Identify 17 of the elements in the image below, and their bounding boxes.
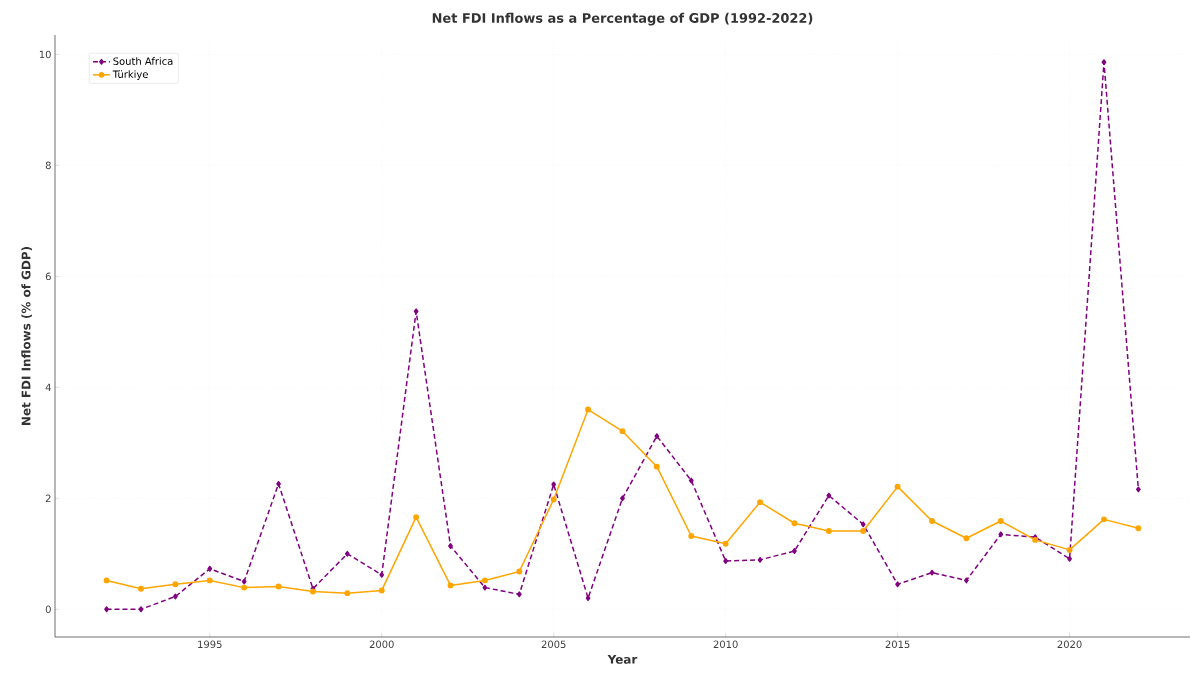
legend-label: South Africa: [113, 57, 173, 65]
y-axis-title: Net FDI Inflows (% of GDP): [21, 246, 32, 425]
legend-label: Türkiye: [112, 70, 148, 80]
x-axis-title: Year: [607, 654, 638, 664]
x-tick-label: 1995: [198, 640, 222, 649]
y-tick-label: 2: [45, 494, 51, 502]
y-tick-label: 0: [45, 605, 51, 614]
y-tick-label: 4: [45, 383, 51, 391]
x-tick-label: 2005: [541, 640, 566, 649]
chart-title: Net FDI Inflows as a Percentage of GDP (1992-2022): [432, 12, 813, 26]
x-tick-label: 2010: [713, 640, 738, 649]
x-tick-label: 2000: [369, 640, 394, 649]
x-tick-label: 2015: [885, 640, 910, 649]
y-tick-label: 8: [45, 161, 51, 170]
x-tick-label: 2020: [1057, 640, 1082, 649]
y-tick-label: 6: [45, 272, 51, 281]
y-tick-label: 10: [39, 50, 51, 59]
